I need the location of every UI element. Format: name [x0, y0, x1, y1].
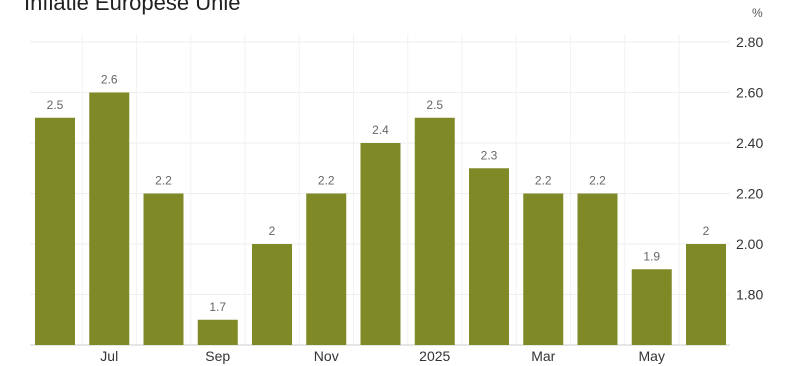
- bar: [523, 193, 564, 345]
- y-tick-label: 2.20: [736, 186, 763, 202]
- bar-value-label: 2.6: [101, 73, 118, 87]
- bar: [469, 168, 509, 345]
- bar-value-labels: 2.5 2.6 2.2 1.7 2 2.2 2.4 2.5 2.3 2.2 2.2 1.9 2: [47, 73, 710, 314]
- x-tick-label: 2025: [419, 348, 450, 364]
- bar: [89, 92, 130, 345]
- x-tick-label: Sep: [205, 348, 230, 364]
- bar-value-label: 2.4: [372, 123, 389, 137]
- x-axis: Jul Sep Nov 2025 Mar May: [100, 348, 665, 364]
- bar: [631, 269, 672, 345]
- bar: [306, 193, 347, 345]
- x-tick-label: Mar: [531, 348, 555, 364]
- chart-title: Inflatie Europese Unie: [24, 0, 241, 15]
- bar-value-label: 2.2: [535, 174, 552, 188]
- bar-value-label: 2.5: [426, 98, 443, 112]
- bar-value-label: 2.2: [318, 174, 335, 188]
- y-tick-label: 2.00: [736, 236, 763, 252]
- bar-value-label: 2.5: [47, 98, 64, 112]
- y-unit-label: %: [752, 6, 763, 20]
- bar: [252, 244, 292, 345]
- y-tick-label: 2.40: [736, 135, 763, 151]
- bar: [686, 244, 726, 345]
- y-tick-label: 2.60: [736, 85, 763, 101]
- bar: [35, 117, 75, 345]
- bar-value-label: 2: [703, 224, 710, 238]
- bar: [143, 193, 184, 345]
- bar: [414, 117, 455, 345]
- bar-value-label: 2: [269, 224, 276, 238]
- y-tick-label: 1.80: [736, 287, 763, 303]
- x-tick-label: Nov: [314, 348, 339, 364]
- y-tick-label: 2.80: [736, 34, 763, 50]
- bar-value-label: 1.7: [209, 300, 226, 314]
- bar: [360, 143, 401, 345]
- bar: [197, 319, 238, 345]
- x-tick-label: May: [639, 348, 665, 364]
- bar-value-label: 2.3: [481, 148, 498, 162]
- bar-value-label: 2.2: [589, 174, 606, 188]
- bar: [577, 193, 618, 345]
- x-tick-label: Jul: [100, 348, 118, 364]
- bar-value-label: 2.2: [155, 174, 172, 188]
- y-axis: 2.80 2.60 2.40 2.20 2.00 1.80: [736, 34, 763, 303]
- bars-group: [35, 92, 726, 345]
- bar-value-label: 1.9: [643, 249, 660, 263]
